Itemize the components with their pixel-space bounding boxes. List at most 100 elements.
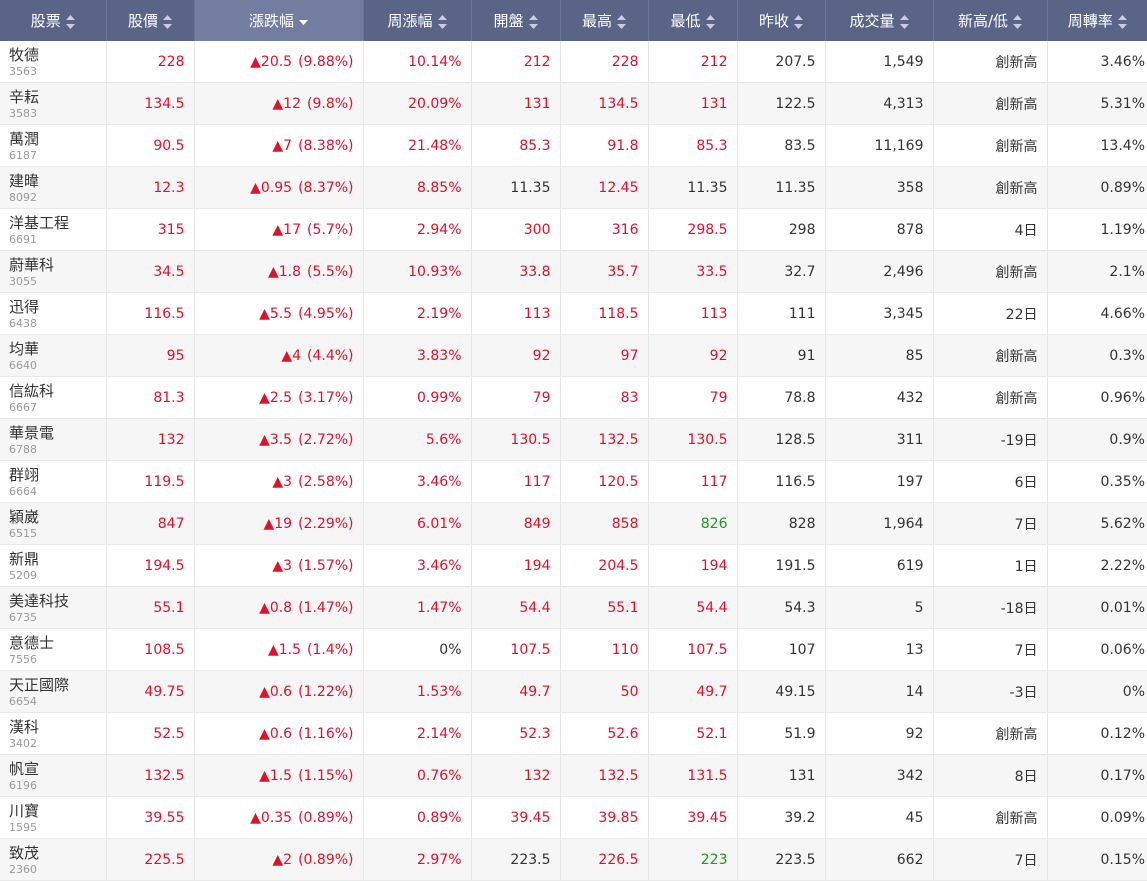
stock-name-link[interactable]: 群翊 (9, 466, 40, 484)
change-percent: (1.47%) (298, 599, 354, 616)
column-header-label: 昨收 (758, 12, 789, 30)
table-row[interactable]: 天正國際 6654 49.75 ▲0.6 (1.22%) 1.53% 49.7 50 49.7 4… (0, 670, 1147, 713)
stock-name-link[interactable]: 漢科 (9, 718, 40, 736)
table-row[interactable]: 川寶 1595 39.55 ▲0.35 (0.89%) 0.89% 39.45 39.85 39… (0, 796, 1147, 839)
stock-name-link[interactable]: 華景電 (9, 424, 55, 442)
high-cell: 120.5 (560, 460, 649, 503)
column-header-high_low[interactable]: 新高/低 (933, 0, 1048, 41)
volume-cell: 3,345 (825, 292, 934, 335)
stock-name-link[interactable]: 天正國際 (9, 676, 70, 694)
column-header-turnover[interactable]: 周轉率 (1047, 0, 1147, 41)
change-value: ▲7 (272, 137, 293, 154)
price-cell: 116.5 (106, 292, 195, 335)
volume-cell: 85 (825, 334, 934, 377)
change-cell: ▲17 (5.7%) (194, 208, 364, 251)
week-change-cell: 3.46% (363, 460, 472, 503)
change-value: ▲1.8 (267, 263, 301, 280)
low-cell: 49.7 (648, 670, 738, 713)
table-row[interactable]: 洋基工程 6691 315 ▲17 (5.7%) 2.94% 300 316 298.5 298 8… (0, 208, 1147, 251)
change-percent: (4.4%) (307, 347, 354, 364)
change-cell: ▲0.95 (8.37%) (194, 166, 364, 209)
turnover-cell: 0.9% (1047, 418, 1147, 461)
column-header-low[interactable]: 最低 (648, 0, 738, 41)
table-row[interactable]: 萬潤 6187 90.5 ▲7 (8.38%) 21.48% 85.3 91.8 85.3 83.… (0, 124, 1147, 167)
stock-code: 1595 (9, 821, 37, 834)
column-header-open[interactable]: 開盤 (471, 0, 561, 41)
stock-cell: 均華 6640 (0, 334, 107, 377)
high-low-cell: -18日 (933, 586, 1048, 629)
table-row[interactable]: 均華 6640 95 ▲4 (4.4%) 3.83% 92 97 92 91 85 創新高 0.3% (0, 334, 1147, 377)
stock-name-link[interactable]: 建暐 (9, 172, 40, 190)
stock-name-link[interactable]: 致茂 (9, 844, 40, 862)
high-low-cell: 創新高 (933, 41, 1048, 83)
table-row[interactable]: 漢科 3402 52.5 ▲0.6 (1.16%) 2.14% 52.3 52.6 52.1 51… (0, 712, 1147, 755)
table-row[interactable]: 群翊 6664 119.5 ▲3 (2.58%) 3.46% 117 120.5 117 116.… (0, 460, 1147, 503)
stock-name-link[interactable]: 川寶 (9, 802, 40, 820)
stock-name-link[interactable]: 信紘科 (9, 382, 55, 400)
stock-name-link[interactable]: 穎崴 (9, 508, 40, 526)
column-header-week_change[interactable]: 周漲幅 (363, 0, 472, 41)
stock-code: 6438 (9, 317, 37, 330)
table-row[interactable]: 致茂 2360 225.5 ▲2 (0.89%) 2.97% 223.5 226.5 223 22… (0, 838, 1147, 881)
stock-code: 6735 (9, 611, 37, 624)
low-cell: 39.45 (648, 796, 738, 839)
table-row[interactable]: 美達科技 6735 55.1 ▲0.8 (1.47%) 1.47% 54.4 55.1 54.4… (0, 586, 1147, 629)
price-cell: 225.5 (106, 838, 195, 881)
column-header-high[interactable]: 最高 (560, 0, 649, 41)
stock-name-link[interactable]: 蔚華科 (9, 256, 55, 274)
stock-name-link[interactable]: 洋基工程 (9, 214, 70, 232)
table-row[interactable]: 穎崴 6515 847 ▲19 (2.29%) 6.01% 849 858 826 828 1,96… (0, 502, 1147, 545)
sort-icon (1013, 14, 1023, 29)
column-header-prev_close[interactable]: 昨收 (737, 0, 826, 41)
table-row[interactable]: 新鼎 5209 194.5 ▲3 (1.57%) 3.46% 194 204.5 194 191.… (0, 544, 1147, 587)
week-change-cell: 0% (363, 628, 472, 671)
table-row[interactable]: 建暐 8092 12.3 ▲0.95 (8.37%) 8.85% 11.35 12.45 11.… (0, 166, 1147, 209)
column-header-label: 漲跌幅 (248, 12, 294, 30)
volume-cell: 619 (825, 544, 934, 587)
stock-name-link[interactable]: 迅得 (9, 298, 40, 316)
open-cell: 132 (471, 754, 561, 797)
table-row[interactable]: 信紘科 6667 81.3 ▲2.5 (3.17%) 0.99% 79 83 79 78.8 432… (0, 376, 1147, 419)
table-row[interactable]: 蔚華科 3055 34.5 ▲1.8 (5.5%) 10.93% 33.8 35.7 33.5 3… (0, 250, 1147, 293)
open-cell: 107.5 (471, 628, 561, 671)
stock-code: 6691 (9, 233, 37, 246)
stock-name-link[interactable]: 帆宣 (9, 760, 40, 778)
high-low-cell: 4日 (933, 208, 1048, 251)
prev-close-cell: 49.15 (737, 670, 826, 713)
open-cell: 117 (471, 460, 561, 503)
table-row[interactable]: 華景電 6788 132 ▲3.5 (2.72%) 5.6% 130.5 132.5 130.5… (0, 418, 1147, 461)
column-header-price[interactable]: 股價 (106, 0, 195, 41)
stock-name-link[interactable]: 辛耘 (9, 88, 40, 106)
column-header-change[interactable]: 漲跌幅 (194, 0, 364, 41)
turnover-cell: 13.4% (1047, 124, 1147, 167)
open-cell: 131 (471, 82, 561, 125)
change-value: ▲12 (272, 95, 301, 112)
change-value: ▲20.5 (250, 53, 293, 70)
table-row[interactable]: 迅得 6438 116.5 ▲5.5 (4.95%) 2.19% 113 118.5 113 11… (0, 292, 1147, 335)
week-change-cell: 2.14% (363, 712, 472, 755)
prev-close-cell: 191.5 (737, 544, 826, 587)
stock-name-link[interactable]: 萬潤 (9, 130, 40, 148)
prev-close-cell: 116.5 (737, 460, 826, 503)
stock-name-link[interactable]: 牧德 (9, 46, 40, 64)
turnover-cell: 1.19% (1047, 208, 1147, 251)
volume-cell: 432 (825, 376, 934, 419)
prev-close-cell: 83.5 (737, 124, 826, 167)
table-row[interactable]: 辛耘 3583 134.5 ▲12 (9.8%) 20.09% 131 134.5 131 122… (0, 82, 1147, 125)
table-row[interactable]: 意德士 7556 108.5 ▲1.5 (1.4%) 0% 107.5 110 107.5 107… (0, 628, 1147, 671)
column-header-volume[interactable]: 成交量 (825, 0, 934, 41)
low-cell: 212 (648, 41, 738, 83)
stock-name-link[interactable]: 新鼎 (9, 550, 40, 568)
sort-icon (65, 14, 75, 29)
table-row[interactable]: 牧德 3563 228 ▲20.5 (9.88%) 10.14% 212 228 212 207.… (0, 41, 1147, 83)
stock-name-link[interactable]: 意德士 (9, 634, 55, 652)
stock-name-link[interactable]: 美達科技 (9, 592, 70, 610)
stock-name-link[interactable]: 均華 (9, 340, 40, 358)
column-header-stock[interactable]: 股票 (0, 0, 107, 41)
sort-icon (617, 14, 626, 29)
turnover-cell: 0.17% (1047, 754, 1147, 797)
week-change-cell: 2.94% (363, 208, 472, 251)
table-row[interactable]: 帆宣 6196 132.5 ▲1.5 (1.15%) 0.76% 132 132.5 131.5… (0, 754, 1147, 797)
open-cell: 223.5 (471, 838, 561, 881)
